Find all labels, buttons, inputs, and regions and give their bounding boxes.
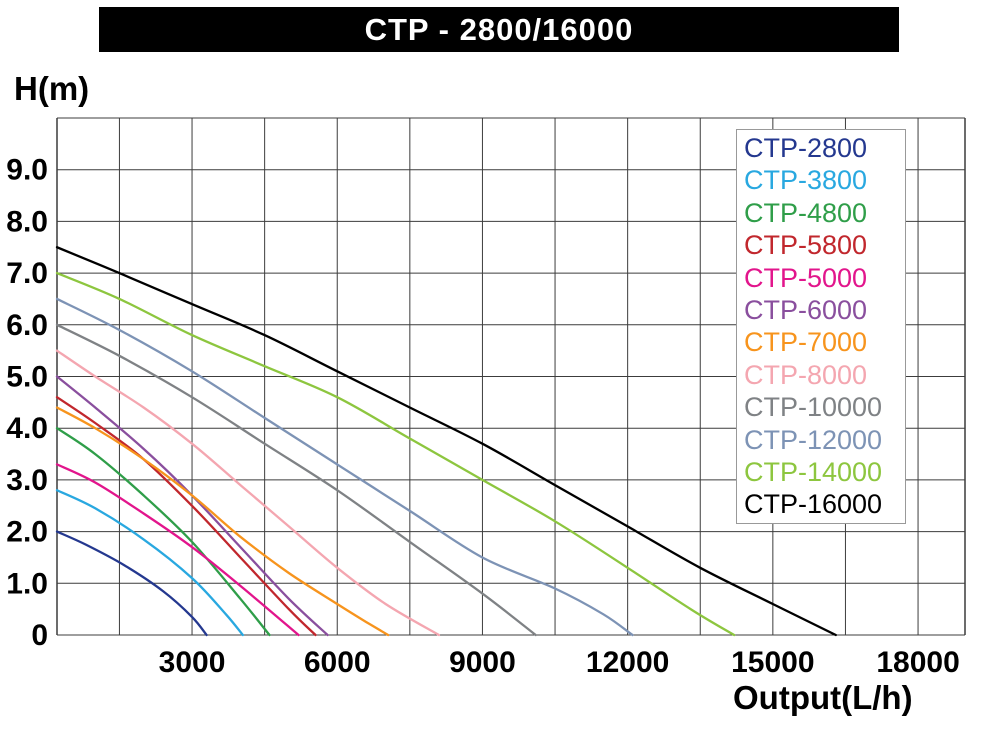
chart-legend: CTP-2800 CTP-3800 CTP-4800 CTP-5800 CTP-5000… xyxy=(736,129,906,524)
x-tick-label: 15000 xyxy=(731,646,814,679)
x-tick-label: 9000 xyxy=(449,646,516,679)
curve-ctp-3800 xyxy=(55,489,245,637)
curve-ctp-5000 xyxy=(55,463,300,637)
curve-ctp-16000 xyxy=(55,246,837,637)
curve-ctp-2800 xyxy=(55,530,208,637)
title-bar: CTP - 2800/16000 xyxy=(99,7,899,52)
y-axis-label: H(m) xyxy=(14,70,90,107)
legend-item: CTP-5000 xyxy=(744,262,868,293)
y-tick-label: 2.0 xyxy=(6,516,48,549)
curve-ctp-8000 xyxy=(55,349,441,637)
x-tick-label: 18000 xyxy=(876,646,959,679)
y-tick-label: 4.0 xyxy=(6,412,48,445)
x-tick-label: 6000 xyxy=(304,646,371,679)
legend-item: CTP-7000 xyxy=(744,327,868,358)
y-tick-label: 9.0 xyxy=(6,154,48,187)
legend-item: CTP-3800 xyxy=(744,165,868,196)
y-tick-label: 3.0 xyxy=(6,464,48,497)
legend-item: CTP-4800 xyxy=(744,197,868,228)
legend-item: CTP-10000 xyxy=(744,392,883,423)
curve-ctp-7000 xyxy=(55,406,390,637)
y-tick-label: 0 xyxy=(31,619,48,652)
y-tick-label: 6.0 xyxy=(6,309,48,342)
curve-ctp-10000 xyxy=(55,323,537,637)
x-axis-label: Output(L/h) xyxy=(733,679,913,716)
legend-item: CTP-16000 xyxy=(744,489,883,520)
chart-title: CTP - 2800/16000 xyxy=(364,11,634,47)
legend-item: CTP-14000 xyxy=(744,457,883,488)
legend-item: CTP-2800 xyxy=(744,133,868,163)
legend-item: CTP-5800 xyxy=(744,230,868,261)
y-tick-label: 5.0 xyxy=(6,361,48,394)
y-tick-label: 8.0 xyxy=(6,205,48,238)
legend-item: CTP-12000 xyxy=(744,424,883,455)
legend-item: CTP-8000 xyxy=(744,359,868,390)
curve-ctp-4800 xyxy=(55,427,271,637)
legend-item: CTP-6000 xyxy=(744,295,868,326)
x-tick-label: 12000 xyxy=(586,646,669,679)
y-tick-label: 1.0 xyxy=(6,567,48,600)
curve-ctp-12000 xyxy=(55,297,634,637)
curve-ctp-5800 xyxy=(55,396,317,637)
y-tick-label: 7.0 xyxy=(6,257,48,290)
x-tick-label: 3000 xyxy=(159,646,226,679)
curve-ctp-14000 xyxy=(55,271,736,637)
